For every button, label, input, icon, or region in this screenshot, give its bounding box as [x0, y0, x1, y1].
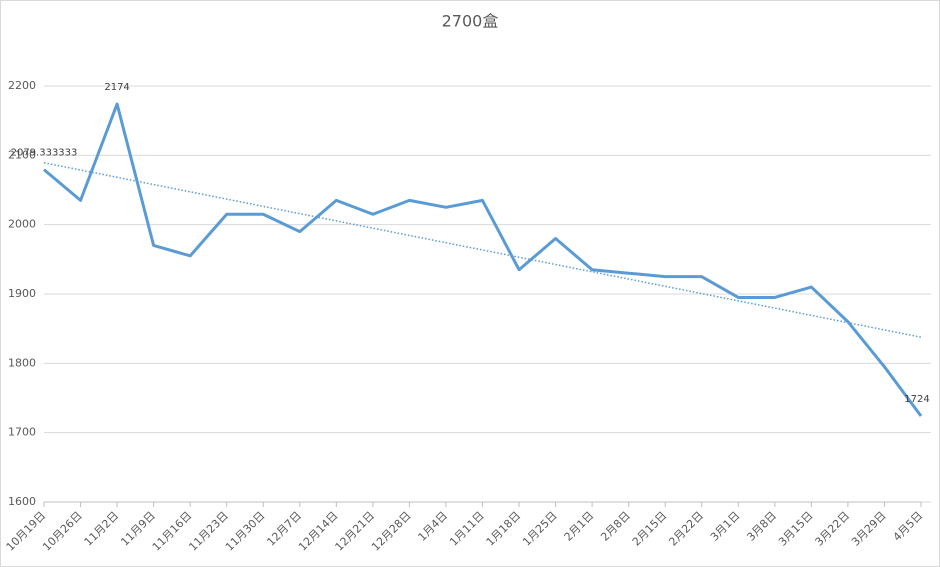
y-tick-label: 1800: [8, 356, 36, 369]
chart-title: 2700盒: [442, 12, 499, 31]
y-tick-label: 1600: [8, 495, 36, 508]
y-tick-label: 2100: [8, 148, 36, 161]
data-label: 2079.333333: [11, 148, 78, 159]
y-tick-label: 1900: [8, 287, 36, 300]
y-tick-label: 1700: [8, 426, 36, 439]
y-tick-label: 2000: [8, 218, 36, 231]
data-label: 1724: [904, 394, 929, 405]
data-label: 2174: [104, 82, 129, 93]
y-tick-label: 2200: [8, 79, 36, 92]
data-line: [43, 102, 923, 417]
